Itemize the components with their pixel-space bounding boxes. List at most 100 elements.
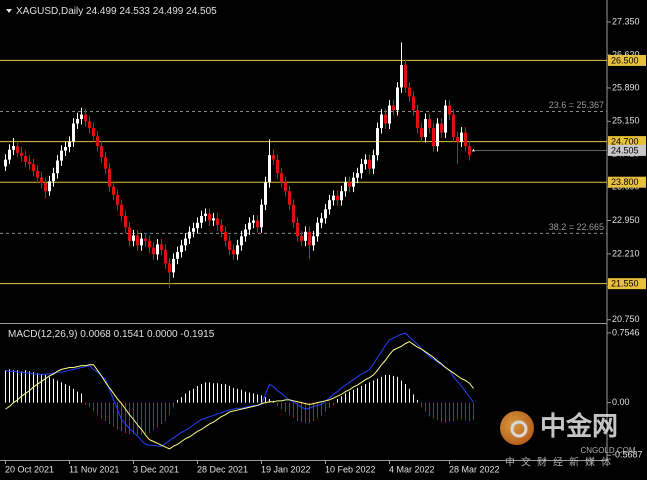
candle-body: [380, 114, 383, 129]
x-tick-label: 19 Jan 2022: [261, 464, 311, 474]
open: 24.499: [86, 6, 117, 17]
candle-body: [24, 156, 27, 162]
candle-body: [272, 155, 275, 160]
candle-body: [108, 168, 111, 187]
candle-body: [388, 105, 391, 124]
candle-body: [208, 213, 211, 221]
level-tag: [608, 136, 646, 148]
candle-body: [160, 244, 163, 250]
high: 24.533: [119, 6, 150, 17]
level-tag-label: 23.800: [611, 177, 639, 187]
level-tag-label: 24.700: [611, 136, 639, 146]
y-tick-label: 20.750: [612, 314, 640, 324]
candle-body: [168, 263, 171, 273]
candle-body: [180, 245, 183, 253]
candle-body: [200, 216, 203, 223]
x-tick-label: 28 Dec 2021: [197, 464, 248, 474]
candle-body: [88, 121, 91, 129]
candle-body: [44, 183, 47, 192]
candle-body: [276, 159, 279, 174]
candle-body: [452, 114, 455, 138]
y-tick-label: 27.350: [612, 16, 640, 26]
candle-body: [132, 235, 135, 241]
candle-body: [16, 146, 19, 153]
candle-body: [220, 225, 223, 232]
candle-body: [136, 235, 139, 246]
candle-body: [360, 164, 363, 174]
candle-body: [412, 96, 415, 111]
indicator-line: [5, 332, 474, 447]
candle-body: [332, 195, 335, 201]
y-tick-label: 25.890: [612, 82, 640, 92]
y-tick-label: 26.620: [612, 49, 640, 59]
candle-body: [60, 150, 63, 161]
candle-body: [100, 146, 103, 158]
candle-body: [124, 216, 127, 228]
x-tick-label: 10 Feb 2022: [325, 464, 376, 474]
candle-body: [472, 150, 475, 152]
candle-body: [116, 194, 119, 205]
candle-body: [228, 240, 231, 250]
candle-body: [244, 229, 247, 237]
site: CNGOLD.COM: [580, 446, 635, 455]
candle-body: [312, 236, 315, 246]
candle-body: [392, 105, 395, 111]
candle-body: [72, 123, 75, 142]
candle-body: [36, 170, 39, 178]
candle-body: [268, 155, 271, 183]
candle-body: [396, 87, 399, 111]
candle-body: [176, 252, 179, 259]
candle-body: [468, 146, 471, 156]
candle-body: [128, 227, 131, 241]
candle-body: [296, 222, 299, 237]
level-tag-label: 21.550: [611, 279, 639, 289]
x-tick-label: 28 Mar 2022: [449, 464, 500, 474]
candle-body: [400, 64, 403, 88]
x-tick-label: 11 Nov 2021: [69, 464, 119, 474]
logo-mark: [510, 420, 528, 438]
candle-body: [280, 173, 283, 183]
level-tag: [608, 54, 646, 66]
candle-body: [248, 222, 251, 230]
macd-title: MACD(12,26,9): [8, 329, 77, 340]
candle-body: [8, 149, 11, 160]
candle-body: [436, 123, 439, 147]
candle-body: [260, 204, 263, 228]
candle-body: [416, 110, 419, 129]
candle-body: [404, 64, 407, 88]
candle-body: [408, 87, 411, 97]
candle-body: [240, 236, 243, 246]
candle-body: [352, 177, 355, 187]
macd-header: MACD(12,26,9) 0.0068 0.1541 0.0000 -0.19…: [8, 329, 215, 340]
y-tick-label: 22.210: [612, 248, 640, 258]
candle-body: [84, 114, 87, 122]
hist-value: -0.1915: [180, 329, 214, 340]
candle-body: [372, 155, 375, 169]
y-tick-label: -0.5687: [612, 450, 643, 460]
signal-value: 0.1541: [114, 329, 145, 340]
candle-body: [112, 186, 115, 195]
candle-body: [336, 195, 339, 201]
candle-body: [20, 152, 23, 157]
readout: 0.0000: [147, 329, 178, 340]
logo: [500, 411, 534, 445]
brand: 中金网: [540, 411, 618, 441]
candle-body: [184, 238, 187, 246]
watermark: 中金网 CNGOLD.COM 中文财经新媒体: [500, 411, 636, 469]
low: 24.499: [153, 6, 184, 17]
level-label: 23.6 = 25.367: [549, 100, 604, 110]
candle-body: [428, 119, 431, 129]
candle-body: [316, 222, 319, 237]
candle-body: [444, 105, 447, 133]
candle-body: [140, 238, 143, 246]
menu-arrow[interactable]: [6, 9, 12, 13]
candle-body: [76, 119, 79, 124]
indicator-line: [5, 341, 474, 450]
candle-body: [148, 240, 151, 248]
symbol: XAGUSD,Daily: [16, 6, 83, 17]
last-price-tag: [608, 144, 646, 156]
candle-body: [460, 132, 463, 142]
tagline: 中文财经新媒体: [505, 456, 617, 469]
candle-body: [32, 164, 35, 171]
